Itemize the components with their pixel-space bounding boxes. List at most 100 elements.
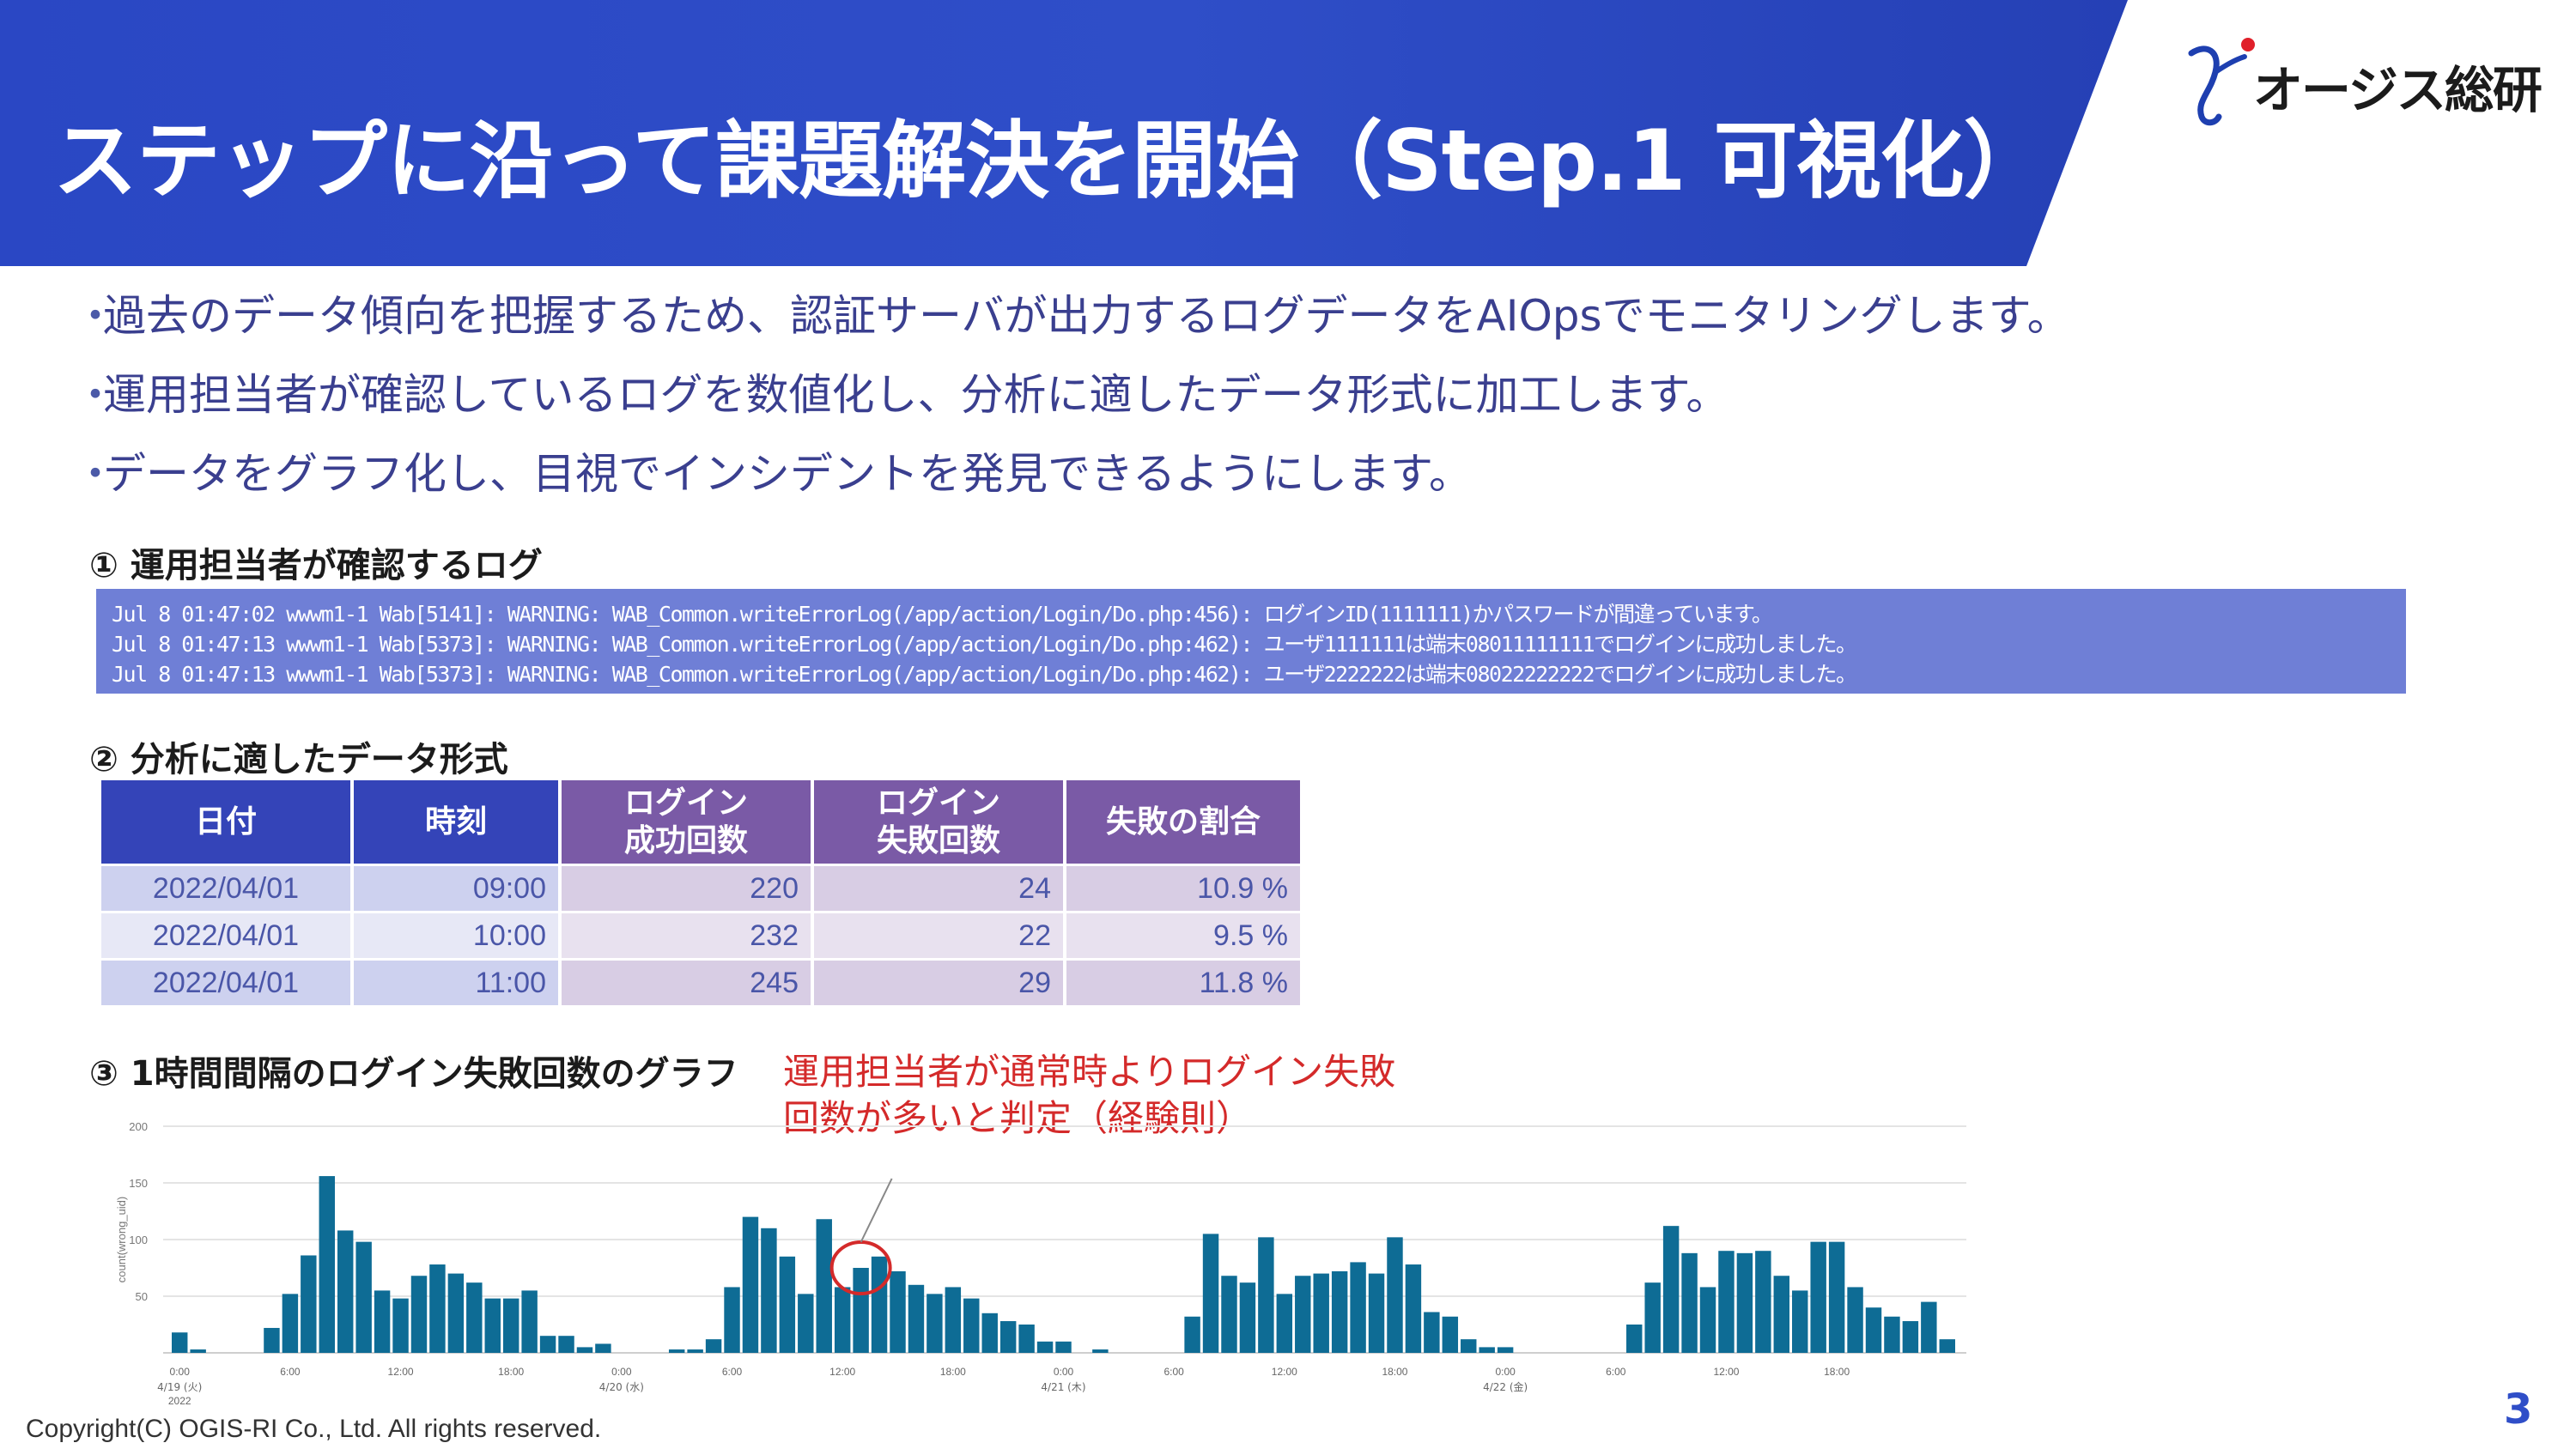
bar (282, 1294, 299, 1353)
bullet-text: 運用担当者が確認しているログを数値化し、分析に適したデータ形式に加工します。 (103, 370, 1729, 420)
bar (447, 1273, 465, 1353)
bar (1461, 1339, 1477, 1353)
bar (798, 1294, 814, 1353)
bar (908, 1284, 925, 1353)
bar (1755, 1251, 1771, 1353)
bar (1424, 1312, 1440, 1353)
bar (1644, 1282, 1661, 1353)
cell-rate: 9.5 % (1066, 913, 1300, 958)
bar (355, 1241, 372, 1353)
bar (1865, 1307, 1882, 1353)
header-banner (0, 0, 2128, 266)
bar (392, 1298, 409, 1353)
bar (705, 1339, 722, 1353)
bar (1902, 1321, 1919, 1353)
table-header-success: ログイン 成功回数 (562, 780, 811, 864)
annotation-text: 運用担当者が通常時よりログイン失敗 回数が多いと判定（経験則） (783, 1049, 1395, 1142)
bar (871, 1256, 888, 1353)
cell-success: 232 (562, 913, 811, 958)
bar (539, 1336, 556, 1353)
copyright-text: Copyright(C) OGIS-RI Co., Ltd. All right… (26, 1415, 602, 1443)
bar (1055, 1341, 1072, 1353)
bar (337, 1230, 354, 1353)
x-tick-label: 12:00 (1713, 1366, 1739, 1378)
bar (724, 1287, 740, 1353)
section-title-log: ① 運用担当者が確認するログ (89, 546, 543, 585)
cell-failure: 24 (814, 866, 1063, 911)
bar (853, 1268, 869, 1353)
bar (190, 1349, 206, 1353)
y-axis-label: count(wrong_uid) (115, 1197, 128, 1282)
bar (687, 1349, 703, 1353)
bullet-item: ・データをグラフ化し、目視でインシデントを発見できるようにします。 (74, 449, 1472, 499)
x-tick-label: 18:00 (498, 1366, 524, 1378)
bar (1884, 1316, 1900, 1353)
header-line: 失敗回数 (876, 822, 1000, 858)
table-header-failure: ログイン 失敗回数 (814, 780, 1063, 864)
bar (1368, 1273, 1385, 1353)
bullet-item: ・運用担当者が確認しているログを数値化し、分析に適したデータ形式に加工します。 (74, 370, 1729, 420)
x-tick-label: 12:00 (829, 1366, 855, 1378)
table-row: 2022/04/01 09:00 220 24 10.9 % (101, 866, 1300, 911)
bar (742, 1216, 759, 1353)
table-header-date: 日付 (101, 780, 350, 864)
x-tick-label: 18:00 (940, 1366, 966, 1378)
bar (1718, 1251, 1735, 1353)
annotation-pointer (860, 1178, 893, 1243)
bar (1662, 1226, 1680, 1353)
bar (999, 1321, 1017, 1353)
bar (429, 1264, 446, 1353)
bar (761, 1228, 777, 1353)
bullet-list: ・過去のデータ傾向を把握するため、認証サーバが出力するログデータをAIOpsでモ… (74, 285, 2070, 522)
bar (1018, 1325, 1035, 1353)
bar (1239, 1282, 1256, 1353)
bar (484, 1298, 501, 1353)
bar (1331, 1270, 1348, 1353)
x-year-label: 2022 (168, 1395, 191, 1407)
bar (319, 1176, 335, 1353)
bar (1497, 1347, 1514, 1353)
section-title-data-format: ② 分析に適したデータ形式 (89, 740, 508, 779)
bullet-text: データをグラフ化し、目視でインシデントを発見できるようにします。 (103, 449, 1472, 499)
cell-success: 245 (562, 961, 811, 1005)
bar (1847, 1287, 1863, 1353)
cell-time: 09:00 (354, 866, 558, 911)
bar (945, 1287, 962, 1353)
logo-text: オージス総研 (2253, 61, 2543, 119)
bar (466, 1282, 483, 1353)
bar (890, 1270, 906, 1353)
bar (558, 1336, 574, 1353)
bullet-item: ・過去のデータ傾向を把握するため、認証サーバが出力するログデータをAIOpsでモ… (74, 291, 2070, 341)
bar (927, 1294, 943, 1353)
x-date-label: 4/22 (金) (1483, 1380, 1528, 1393)
bar (172, 1332, 188, 1353)
bar (1773, 1276, 1790, 1353)
x-tick-label: 12:00 (388, 1366, 414, 1378)
bar (834, 1287, 851, 1353)
table-header-failure-rate: 失敗の割合 (1066, 780, 1300, 864)
bar (1036, 1341, 1054, 1353)
cell-date: 2022/04/01 (101, 961, 350, 1005)
x-date-label: 4/20 (水) (599, 1381, 644, 1393)
header-line: 成功回数 (623, 822, 748, 858)
bar (301, 1255, 317, 1353)
table-row: 2022/04/01 11:00 245 29 11.8 % (101, 961, 1300, 1005)
company-logo: オージス総研 (2181, 34, 2550, 129)
bar (502, 1298, 519, 1353)
log-box: Jul 8 01:47:02 wwwm1-1 Wab[5141]: WARNIN… (96, 589, 2406, 694)
bar (264, 1327, 280, 1353)
bar (1699, 1287, 1716, 1353)
log-line: Jul 8 01:47:13 wwwm1-1 Wab[5373]: WARNIN… (112, 632, 1857, 657)
cell-date: 2022/04/01 (101, 866, 350, 911)
bar (1221, 1276, 1237, 1353)
bar (595, 1343, 611, 1353)
bar (1387, 1237, 1403, 1353)
bar (521, 1290, 538, 1353)
x-tick-label: 6:00 (1606, 1366, 1626, 1378)
bar (1350, 1262, 1366, 1353)
x-tick-label: 0:00 (1495, 1366, 1516, 1378)
data-table: 日付 時刻 ログイン 成功回数 ログイン 失敗回数 失敗の割合 2022/04/01… (98, 778, 1303, 1008)
page-title: ステップに沿って課題解決を開始（Step.1 可視化） (53, 112, 2048, 210)
x-tick-label: 6:00 (280, 1366, 301, 1378)
bar (1921, 1301, 1937, 1353)
